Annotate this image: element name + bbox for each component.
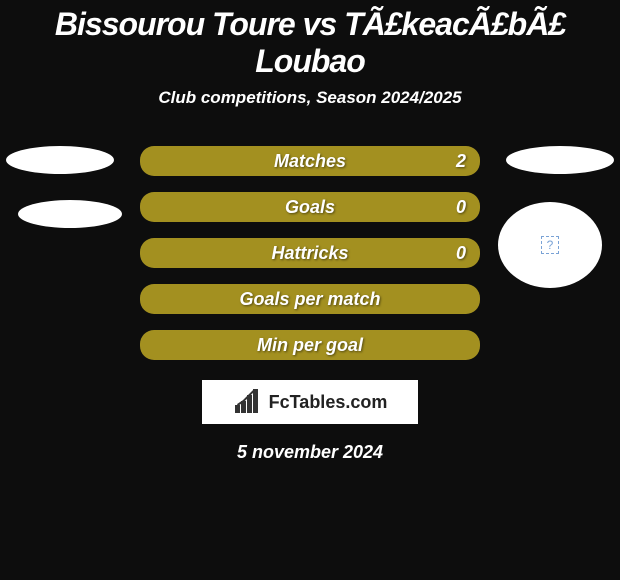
stat-label: Matches bbox=[274, 151, 346, 172]
logo-text: FcTables.com bbox=[269, 392, 388, 413]
snapshot-date: 5 november 2024 bbox=[0, 442, 620, 463]
stat-bar: Goals per match bbox=[140, 284, 480, 314]
stats-area: ? Matches 2 Goals 0 Hattricks 0 Goals per matc… bbox=[0, 146, 620, 360]
placeholder-icon: ? bbox=[541, 236, 559, 254]
stat-bar: Matches 2 bbox=[140, 146, 480, 176]
comparison-subtitle: Club competitions, Season 2024/2025 bbox=[0, 88, 620, 108]
stat-value: 2 bbox=[456, 151, 466, 172]
right-ellipse bbox=[506, 146, 614, 174]
left-ellipse-2 bbox=[18, 200, 122, 228]
stat-bar: Hattricks 0 bbox=[140, 238, 480, 268]
comparison-title: Bissourou Toure vs TÃ£keacÃ£bÃ£ Loubao bbox=[0, 0, 620, 80]
stat-bar: Min per goal bbox=[140, 330, 480, 360]
fctables-logo: FcTables.com bbox=[202, 380, 418, 424]
stat-bar: Goals 0 bbox=[140, 192, 480, 222]
stat-label: Min per goal bbox=[257, 335, 363, 356]
left-ellipse-1 bbox=[6, 146, 114, 174]
logo-chart-icon bbox=[233, 389, 263, 415]
stat-label: Hattricks bbox=[271, 243, 348, 264]
right-circle-placeholder: ? bbox=[498, 202, 602, 288]
stat-value: 0 bbox=[456, 243, 466, 264]
stat-label: Goals bbox=[285, 197, 335, 218]
stat-label: Goals per match bbox=[239, 289, 380, 310]
stat-value: 0 bbox=[456, 197, 466, 218]
